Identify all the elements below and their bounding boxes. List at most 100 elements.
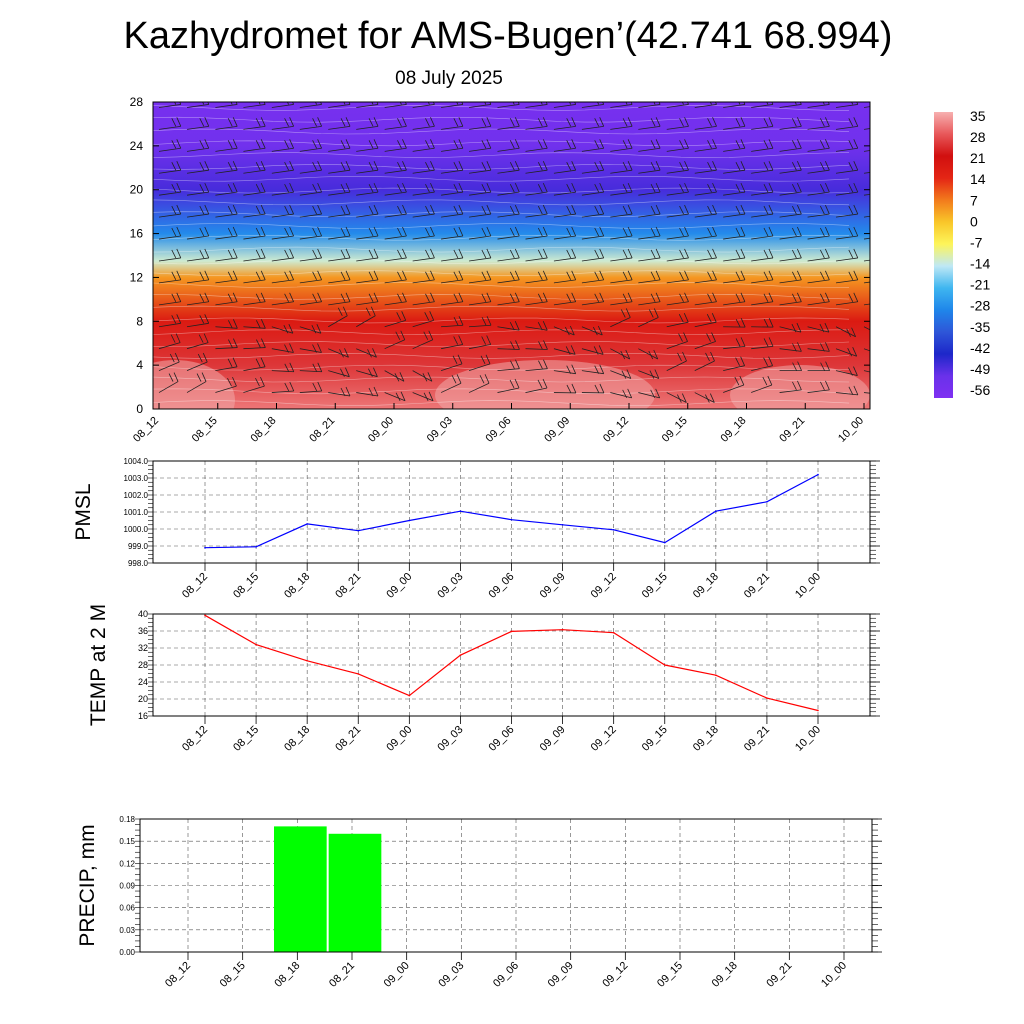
data-point [766, 501, 768, 503]
wind-barb [243, 292, 266, 306]
wind-barb [553, 102, 577, 108]
wind-barb [723, 375, 745, 393]
x-tick-label: 08_21 [327, 960, 357, 990]
wind-barb [186, 270, 210, 284]
wind-barb [581, 383, 605, 394]
wind-barb [581, 204, 605, 218]
x-tick-label: 09_12 [589, 724, 619, 754]
wind-barb [666, 292, 689, 306]
wind-barb [384, 204, 407, 218]
colorbar-label: -7 [970, 234, 983, 250]
wind-barb [441, 204, 464, 218]
wind-barb [271, 324, 294, 334]
wind-barb [666, 248, 689, 262]
y-tick-label: 0.00 [119, 948, 135, 957]
x-tick-label: 09_15 [655, 960, 685, 990]
wind-barb [694, 248, 717, 262]
colorbar-label: -28 [970, 298, 990, 314]
wind-barb [723, 248, 746, 262]
wind-barb [581, 248, 605, 262]
wind-barb [412, 139, 435, 152]
wind-barb [497, 226, 520, 240]
x-tick-label: 09_21 [742, 571, 772, 601]
wind-barb [356, 348, 377, 358]
contour-line [153, 211, 850, 218]
temperature-wind-crosssection: 0 4 8 12 16 20 24 28 08_12 08_15 08_18 08_21 09_00 09… [130, 95, 871, 445]
data-point [612, 631, 615, 634]
wind-barb [412, 391, 434, 402]
wind-barb [497, 378, 520, 393]
y-axis-label: TEMP at 2 M [87, 604, 110, 726]
x-tick-label: 09_09 [538, 724, 568, 754]
wind-barb [299, 381, 323, 393]
wind-barb [215, 102, 238, 108]
wind-barb [356, 367, 378, 378]
wind-barb [186, 352, 208, 371]
wind-barb [751, 270, 774, 284]
wind-barb [638, 161, 661, 174]
y-tick-label: 24 [138, 677, 148, 687]
wind-barb [497, 117, 520, 130]
wind-barb [835, 270, 859, 284]
wind-barb [441, 226, 464, 240]
wind-barb [525, 321, 548, 331]
data-point [459, 654, 462, 657]
wind-barb [779, 342, 802, 352]
wind-barb [835, 248, 859, 262]
wind-barb [835, 347, 858, 357]
heatmap-y-tick-label: 28 [130, 95, 144, 109]
wind-barb [807, 204, 830, 218]
y-tick-label: 36 [138, 626, 148, 636]
heatmap-y-tick-label: 16 [130, 227, 144, 241]
wind-barb [779, 117, 802, 130]
wind-barb [328, 117, 351, 130]
x-tick-label: 10_00 [793, 571, 823, 601]
data-point [255, 643, 257, 646]
warm-core [153, 360, 235, 409]
wind-barb [807, 342, 830, 352]
wind-barb [666, 226, 689, 240]
wind-barb [581, 364, 605, 375]
contour-line [153, 116, 850, 123]
wind-barb [751, 317, 774, 328]
wind-barb [469, 316, 492, 328]
wind-barb [835, 326, 856, 338]
heatmap-y-tick-label: 4 [136, 358, 143, 372]
wind-barb [441, 139, 464, 152]
wind-barb [723, 270, 746, 284]
wind-barb [723, 182, 746, 196]
wind-barb [215, 226, 238, 240]
wind-barb [299, 161, 322, 174]
wind-barb [469, 161, 492, 174]
wind-barb [271, 292, 294, 306]
y-tick-label: 0.18 [119, 815, 135, 824]
colorbar-label: -35 [970, 319, 990, 335]
contour-line [153, 376, 850, 383]
wind-barb [186, 204, 210, 218]
wind-barb [243, 357, 266, 372]
wind-barb [553, 383, 577, 394]
x-tick-label: 10_00 [819, 960, 849, 990]
data-point [306, 659, 308, 662]
contour-line [153, 258, 850, 265]
wind-barb [186, 333, 209, 350]
wind-barb [638, 204, 661, 218]
wind-barb [779, 380, 802, 393]
wind-barb [356, 386, 379, 397]
data-point [817, 473, 819, 476]
wind-barb [299, 362, 323, 373]
wind-barb [779, 361, 802, 372]
wind-barb [807, 248, 830, 262]
wind-barb [610, 348, 631, 360]
wind-barb [835, 117, 859, 130]
wind-barb [581, 117, 605, 130]
wind-barb [356, 306, 376, 328]
wind-barb [412, 226, 435, 240]
wind-barb [807, 270, 830, 284]
wind-barb [271, 381, 295, 393]
wind-barb [469, 204, 492, 218]
wind-barb [525, 204, 548, 218]
data-point [817, 709, 819, 712]
colorbar-strip [934, 112, 953, 398]
x-tick-label: 08_15 [231, 724, 261, 754]
